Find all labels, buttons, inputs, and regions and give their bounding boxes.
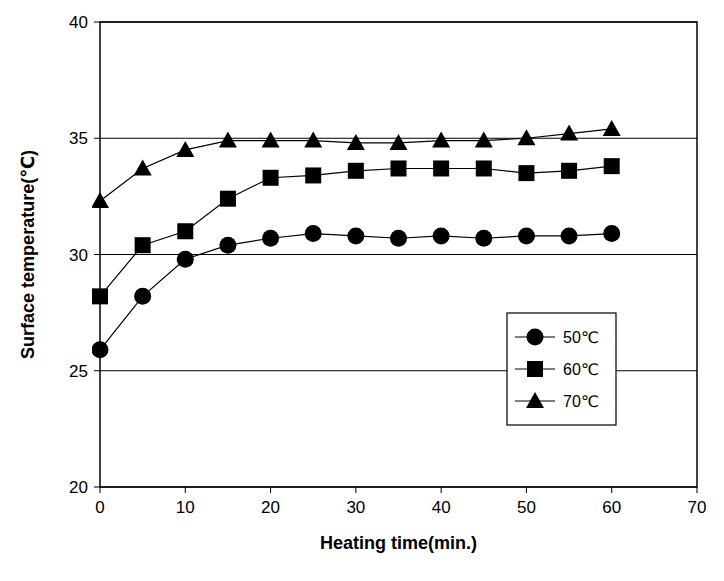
- data-point: [561, 227, 578, 244]
- legend-label: 60℃: [563, 361, 599, 378]
- legend-marker: [527, 361, 543, 377]
- data-point: [219, 237, 236, 254]
- data-point: [262, 230, 279, 247]
- data-point: [347, 134, 365, 150]
- data-point: [604, 158, 620, 174]
- series-line: [100, 129, 612, 201]
- tick-label: 50: [517, 498, 536, 517]
- background: [0, 0, 724, 581]
- data-point: [561, 163, 577, 179]
- legend-box: [507, 313, 616, 425]
- tick-mark: [94, 487, 100, 488]
- series-line: [100, 234, 612, 350]
- data-point: [433, 227, 450, 244]
- data-point: [135, 237, 151, 253]
- data-point: [433, 160, 449, 176]
- tick-label: 0: [95, 498, 104, 517]
- tick-mark: [94, 22, 100, 23]
- data-point: [348, 163, 364, 179]
- data-point: [475, 230, 492, 247]
- chart: 20 25 30 35 40 0 10 20 30 40 50 60 70 Heating time(mi…: [0, 0, 724, 581]
- tick-label: 20: [69, 478, 88, 497]
- tick-label: 30: [346, 498, 365, 517]
- tick-mark: [270, 487, 271, 493]
- legend-label: 70℃: [563, 393, 599, 410]
- tick-label: 60: [602, 498, 621, 517]
- data-point: [177, 251, 194, 268]
- data-point: [305, 225, 322, 242]
- tick-mark: [94, 370, 100, 371]
- data-point: [475, 132, 493, 148]
- legend: 50℃ 60℃ 70℃: [507, 313, 616, 425]
- data-point: [176, 141, 194, 157]
- tick-label: 40: [432, 498, 451, 517]
- tick-mark: [94, 254, 100, 255]
- data-point: [220, 191, 236, 207]
- data-point: [347, 227, 364, 244]
- legend-marker: [526, 392, 544, 408]
- data-point: [391, 160, 407, 176]
- data-point: [219, 132, 237, 148]
- data-point: [603, 225, 620, 242]
- data-point: [263, 170, 279, 186]
- tick-mark: [94, 138, 100, 139]
- tick-mark: [355, 487, 356, 493]
- tick-label: 10: [176, 498, 195, 517]
- data-point: [177, 223, 193, 239]
- y-axis-label: Surface temperature(℃): [18, 150, 38, 359]
- data-point: [134, 288, 151, 305]
- data-point: [390, 230, 407, 247]
- data-point: [262, 132, 280, 148]
- data-point: [134, 159, 152, 175]
- series-line: [100, 166, 612, 296]
- legend-label: 50℃: [563, 329, 599, 346]
- data-point: [560, 125, 578, 141]
- data-point: [304, 132, 322, 148]
- data-point: [390, 134, 408, 150]
- data-point: [432, 132, 450, 148]
- tick-label: 40: [69, 13, 88, 32]
- tick-mark: [697, 487, 698, 493]
- tick-label: 35: [69, 129, 88, 148]
- data-point: [92, 341, 109, 358]
- tick-mark: [526, 487, 527, 493]
- tick-mark: [611, 487, 612, 493]
- tick-mark: [441, 487, 442, 493]
- tick-label: 20: [261, 498, 280, 517]
- tick-label: 70: [688, 498, 707, 517]
- data-point: [305, 167, 321, 183]
- tick-mark: [185, 487, 186, 493]
- tick-label: 25: [69, 362, 88, 381]
- data-point: [518, 227, 535, 244]
- tick-label: 30: [69, 246, 88, 265]
- legend-marker: [527, 329, 544, 346]
- data-point: [92, 288, 108, 304]
- data-point: [517, 129, 535, 145]
- data-point: [92, 192, 109, 208]
- x-axis-label: Heating time(min.): [320, 533, 477, 553]
- tick-mark: [100, 487, 101, 493]
- data-point: [518, 165, 534, 181]
- data-point: [476, 160, 492, 176]
- data-point: [603, 120, 621, 136]
- plot-frame: [100, 22, 697, 487]
